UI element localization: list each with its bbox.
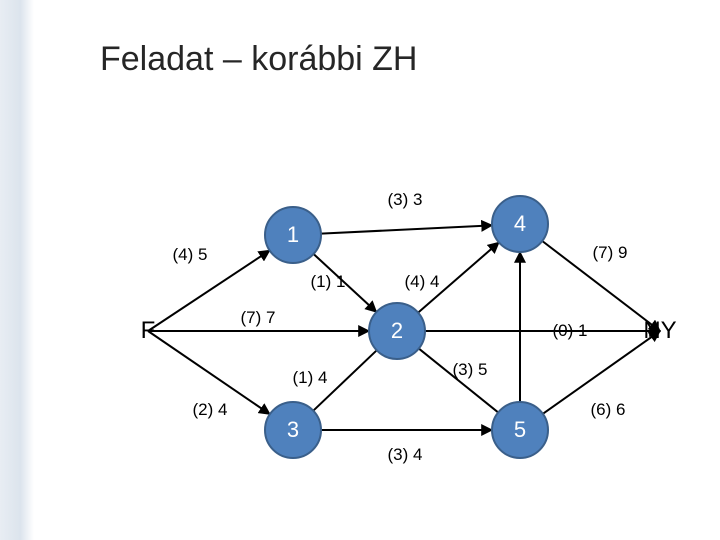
edge-1-2 [314, 254, 377, 312]
edge-2-4 [418, 242, 499, 312]
edge-5-NY [543, 331, 660, 414]
edge-1-4 [321, 225, 492, 233]
node-3 [265, 402, 321, 458]
graph-svg [0, 0, 720, 540]
node-4 [492, 196, 548, 252]
node-1 [265, 207, 321, 263]
edge-2-5 [419, 349, 498, 413]
edge-F-3 [148, 331, 270, 414]
node-2 [369, 303, 425, 359]
edge-4-NY [542, 241, 660, 331]
edge-F-1 [148, 250, 270, 331]
edge-2-3 [313, 350, 376, 410]
node-5 [492, 402, 548, 458]
